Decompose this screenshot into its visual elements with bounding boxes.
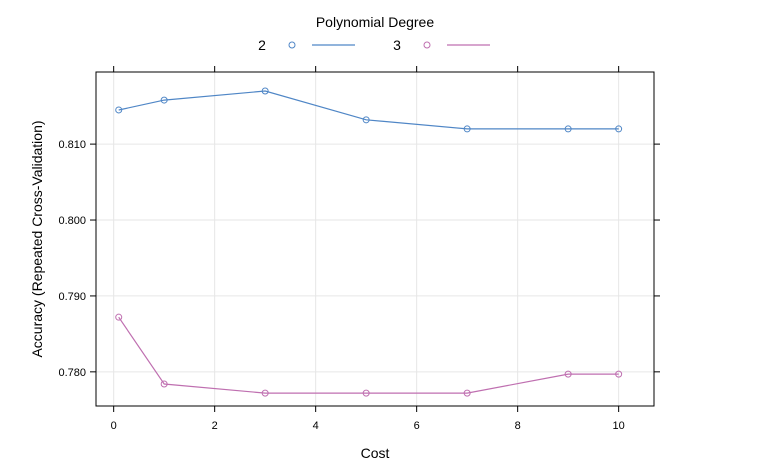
y-tick-label: 0.800 xyxy=(58,215,86,227)
legend-title: Polynomial Degree xyxy=(316,14,434,30)
legend-point-key-3 xyxy=(423,41,431,49)
legend-label-2: 2 xyxy=(258,37,266,53)
series-3-point xyxy=(362,389,370,397)
series-3-point xyxy=(564,370,572,378)
series-3-point xyxy=(463,389,471,397)
series-3-point xyxy=(615,370,623,378)
x-tick-label: 8 xyxy=(515,420,521,432)
series xyxy=(115,87,623,397)
grid-lines xyxy=(96,72,654,406)
series-3-line xyxy=(118,316,619,394)
series-3-point xyxy=(115,313,123,321)
x-tick-label: 6 xyxy=(414,420,420,432)
y-axis-title: Accuracy (Repeated Cross-Validation) xyxy=(29,120,45,357)
series-2-point xyxy=(564,125,572,133)
series-3-point xyxy=(261,389,269,397)
series-3-point xyxy=(160,380,168,388)
x-axis-title: Cost xyxy=(361,445,390,461)
legend-point-key-2 xyxy=(288,41,296,49)
y-tick-label: 0.790 xyxy=(58,291,86,303)
series-2-point xyxy=(615,125,623,133)
x-tick-label: 4 xyxy=(313,420,319,432)
series-2-point xyxy=(160,96,168,104)
series-2-point xyxy=(261,87,269,95)
x-tick-label: 10 xyxy=(613,420,625,432)
plot-frame xyxy=(95,71,655,407)
y-tick-label: 0.780 xyxy=(58,367,86,379)
axes: 0 2 4 6 8 10 0.780 0.790 0.800 0.810 xyxy=(58,66,660,432)
series-2-point xyxy=(115,106,123,114)
x-tick-label: 0 xyxy=(111,420,117,432)
series-2-line xyxy=(118,90,619,130)
y-tick-label: 0.810 xyxy=(58,139,86,151)
series-2-point xyxy=(362,116,370,124)
x-tick-label: 2 xyxy=(212,420,218,432)
legend-label-3: 3 xyxy=(393,37,401,53)
series-2-point xyxy=(463,125,471,133)
